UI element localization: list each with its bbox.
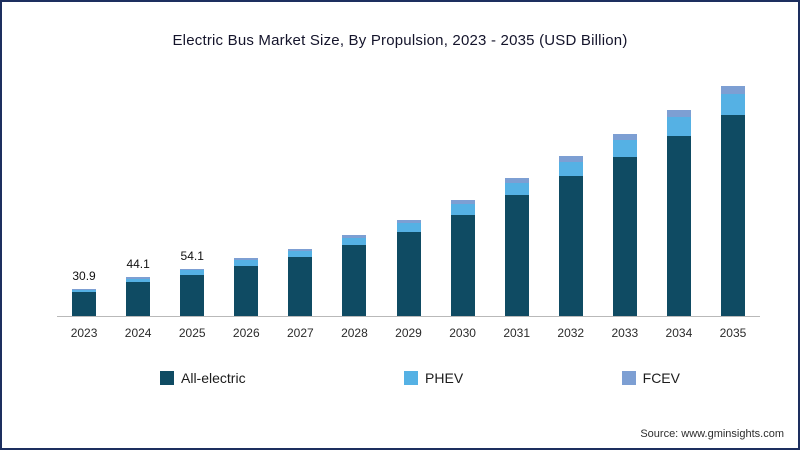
stacked-bar-2033 [612,134,637,316]
stacked-bar-2029 [396,219,421,316]
x-tick-2025: 2025 [178,326,206,340]
x-tick-2023: 2023 [70,326,98,340]
bar-segment-phev [288,251,313,258]
bar-segment-fcev [558,155,583,162]
bar-segment-phev [504,182,529,196]
stacked-bar-2032 [558,155,583,316]
bar-segment-fcev [666,109,691,118]
x-tick-2027: 2027 [287,326,314,340]
bar-segment-phev [126,278,151,283]
stacked-bar-2035 [720,85,745,316]
bar-segment-all-electric [288,257,313,316]
x-tick-2031: 2031 [503,326,531,340]
bar-segment-all-electric [666,135,691,316]
bar-segment-all-electric [720,114,745,316]
legend-label-fcev: FCEV [642,370,680,386]
legend-item-all-electric: All-electric [160,370,246,386]
value-label-2023: 30.9 [72,268,96,283]
x-tick-2033: 2033 [611,326,639,340]
value-label-2025: 54.1 [180,248,204,263]
stacked-bar-2025 [180,268,205,316]
bar-segment-all-electric [450,214,475,316]
x-tick-2029: 2029 [395,326,422,340]
bar-group-2029 [381,71,435,316]
x-tick-2028: 2028 [341,326,368,340]
x-axis-labels: 2023 2024 2025 2026 2027 2028 2029 2030 2031 2032… [57,317,760,340]
stacked-bar-2027 [288,248,313,316]
bar-segment-fcev [234,258,259,261]
bar-segment-phev [72,289,97,293]
bar-segment-phev [450,204,475,215]
bar-segment-fcev [612,134,637,141]
bar-segment-fcev [288,248,313,252]
stacked-bar-2030 [450,199,475,316]
bar-segment-phev [612,140,637,157]
bar-segment-fcev [126,277,151,279]
fcev-swatch-icon [621,371,636,385]
x-tick-2034: 2034 [665,326,693,340]
bar-segment-all-electric [234,265,259,316]
bar-segment-phev [234,260,259,266]
bar-group-2026 [219,71,273,316]
legend-item-fcev: FCEV [621,370,680,386]
legend-label-phev: PHEV [425,370,464,386]
bar-segment-phev [180,270,205,275]
bar-segment-phev [342,237,367,246]
bar-group-2023: 30.9 [57,71,111,316]
bar-segment-all-electric [396,232,421,316]
bar-segment-fcev [342,234,367,238]
bar-group-2032 [544,71,598,316]
bar-segment-fcev [504,177,529,183]
bar-group-2027 [273,71,327,316]
bar-segment-phev [666,117,691,136]
source-credit: Source: www.gminsights.com [640,428,784,440]
bar-segment-fcev [720,85,745,95]
bar-segment-all-electric [342,245,367,316]
chart-title: Electric Bus Market Size, By Propulsion,… [172,32,628,49]
value-label-2024: 44.1 [126,257,150,272]
bar-segment-all-electric [72,292,97,316]
phev-swatch-icon [404,371,419,385]
bar-segment-all-electric [612,156,637,316]
bar-segment-phev [558,161,583,176]
x-tick-2024: 2024 [124,326,152,340]
bar-segment-all-electric [126,282,151,316]
stacked-bar-2031 [504,177,529,316]
x-tick-2035: 2035 [719,326,747,340]
bar-segment-fcev [72,288,97,290]
x-tick-2026: 2026 [232,326,260,340]
stacked-bar-2023 [72,288,97,316]
bar-segment-fcev [396,219,421,224]
x-tick-2030: 2030 [449,326,476,340]
bar-group-2035 [706,71,760,316]
legend-label-all-electric: All-electric [181,370,246,386]
legend: All-electric PHEV FCEV [160,370,680,386]
bar-group-2025: 54.1 [165,71,219,316]
bar-segment-fcev [180,268,205,271]
bar-group-2033 [598,71,652,316]
bar-segment-phev [396,223,421,232]
legend-item-phev: PHEV [404,370,463,386]
bar-segment-phev [720,94,745,115]
x-tick-2032: 2032 [557,326,585,340]
bar-group-2030 [436,71,490,316]
bar-group-2034 [652,71,706,316]
stacked-bar-2034 [666,109,691,316]
stacked-bar-2028 [342,234,367,316]
bar-segment-fcev [450,199,475,204]
stacked-bar-2026 [234,258,259,316]
all-electric-swatch-icon [160,371,174,385]
bar-segment-all-electric [180,274,205,316]
bar-segment-all-electric [558,176,583,316]
bar-group-2028 [327,71,381,316]
stacked-bar-2024 [126,277,151,316]
bar-segment-all-electric [504,195,529,316]
bar-group-2024: 44.1 [111,71,165,316]
bar-group-2031 [490,71,544,316]
plot-area: 30.9 44.1 54.1 [57,71,760,317]
